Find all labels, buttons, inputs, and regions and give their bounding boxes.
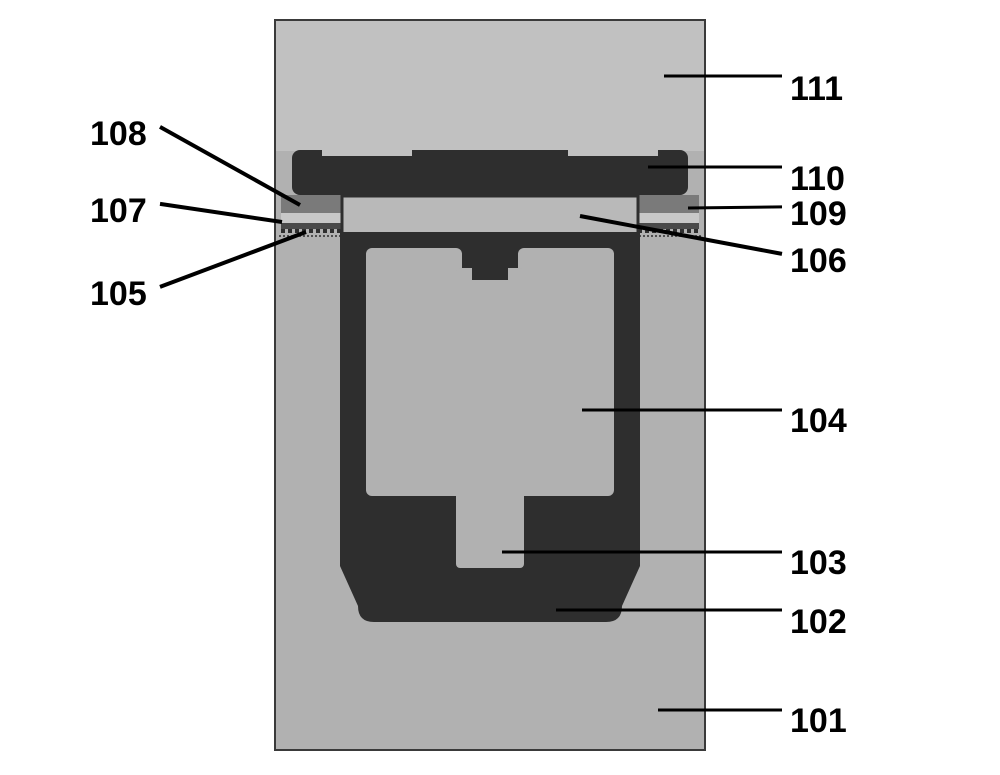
region-104-left: [366, 248, 462, 496]
label-104: 104: [790, 402, 847, 441]
region-106: [342, 196, 638, 234]
region-108-left: [281, 213, 342, 223]
label-109: 109: [790, 195, 847, 234]
label-107: 107: [90, 192, 147, 231]
leader-107: [160, 204, 282, 222]
region-110: [292, 150, 688, 195]
region-104-right: [518, 248, 614, 496]
label-110: 110: [790, 160, 845, 199]
label-101: 101: [790, 702, 847, 741]
label-111: 111: [790, 70, 843, 109]
region-109-right: [638, 195, 699, 213]
region-103: [456, 268, 524, 568]
label-105: 105: [90, 275, 147, 314]
leader-109: [688, 207, 782, 208]
label-103: 103: [790, 544, 847, 583]
cross-section-diagram: [0, 0, 1000, 775]
label-108: 108: [90, 115, 147, 154]
region-108-right: [638, 213, 699, 223]
region-107-left: [281, 223, 342, 229]
label-102: 102: [790, 603, 847, 642]
region-111: [276, 21, 704, 151]
label-106: 106: [790, 242, 847, 281]
